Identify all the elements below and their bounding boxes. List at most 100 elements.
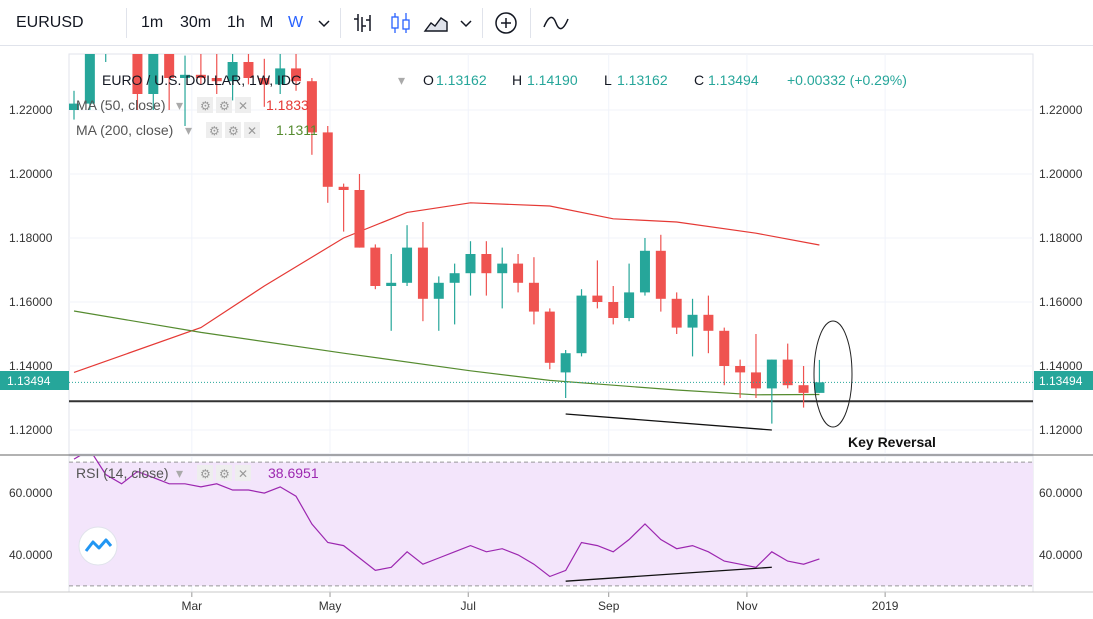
y-tick-label-right: 1.12000 <box>1039 423 1083 437</box>
ma50-dropdown-arrow[interactable]: ▾ <box>176 97 183 113</box>
price-tag: 1.13494 1.13494 <box>0 371 1093 390</box>
chart-area[interactable]: 1.12000 1.12000 1.14000 1.14000 1.16000 1.160… <box>0 46 1093 619</box>
rsi-tick-label-right: 60.0000 <box>1039 486 1083 500</box>
candle-body <box>227 62 238 82</box>
interval-month[interactable]: M <box>260 14 274 31</box>
ma50-line <box>73 202 820 373</box>
candle-body <box>211 78 222 82</box>
price-pane <box>68 46 1034 455</box>
candle-body <box>306 81 317 133</box>
rsi-remove-button[interactable] <box>235 465 251 481</box>
rsi-dropdown-arrow[interactable]: ▾ <box>176 465 183 481</box>
indicators-icon[interactable] <box>543 11 569 35</box>
symbol-search[interactable]: EURUSD <box>16 14 84 31</box>
ma200-line <box>73 310 820 396</box>
y-tick-label-left: 1.16000 <box>9 295 53 309</box>
toolbar-divider <box>340 8 341 38</box>
x-tick-label: Jul <box>461 599 476 613</box>
candle-body <box>322 132 333 187</box>
high-label: H <box>512 72 522 88</box>
candles-icon[interactable] <box>388 11 414 35</box>
candle-body <box>180 74 191 78</box>
y-tick-label-right: 1.20000 <box>1039 167 1083 181</box>
interval-1h[interactable]: 1h <box>227 14 245 31</box>
ma200-value: 1.1311 <box>276 122 318 138</box>
interval-30m[interactable]: 30m <box>180 14 212 31</box>
candle-body <box>576 295 587 354</box>
ma200-label: MA (200, close) <box>76 122 173 138</box>
candle-body <box>433 282 444 299</box>
ma50-format-button[interactable] <box>216 97 232 113</box>
toolbar-divider <box>482 8 483 38</box>
legend-title: EURO / U.S. DOLLAR, 1W, IDC <box>102 72 301 88</box>
chart-style-dropdown[interactable] <box>460 0 472 46</box>
x-tick-label: Mar <box>181 599 202 613</box>
x-tick-label: Sep <box>598 599 620 613</box>
ma50-settings-button[interactable] <box>197 97 213 113</box>
candle-body <box>750 372 761 389</box>
y-tick-label-left: 1.18000 <box>9 231 53 245</box>
candle-body <box>354 190 365 248</box>
ma50-remove-button[interactable] <box>235 97 251 113</box>
ma50-label: MA (50, close) <box>76 97 165 113</box>
candle-body <box>417 247 428 299</box>
interval-1m[interactable]: 1m <box>141 14 164 31</box>
open-value: 1.13162 <box>436 72 487 88</box>
candle-body <box>687 314 698 328</box>
add-compare-icon[interactable] <box>493 11 519 35</box>
candle-body <box>798 385 809 393</box>
bar-style-icon[interactable] <box>352 11 378 35</box>
high-value: 1.14190 <box>527 72 578 88</box>
rsi-tick-label-right: 40.0000 <box>1039 548 1083 562</box>
candle-body <box>735 366 746 373</box>
change-value: +0.00332 (+0.29%) <box>787 72 907 88</box>
candle-body <box>782 359 793 386</box>
low-label: L <box>604 72 612 88</box>
legend-dropdown-arrow[interactable]: ▾ <box>398 72 405 88</box>
candle-body <box>528 282 539 312</box>
candle-body <box>101 46 111 49</box>
toolbar: EURUSD 1m 30m 1h M W <box>0 0 1093 46</box>
tradingview-logo[interactable] <box>78 526 118 566</box>
candle-body <box>560 353 571 373</box>
rsi-band <box>69 462 1033 586</box>
rsi-tick-label-left: 60.0000 <box>9 486 53 500</box>
ma50-value: 1.1833 <box>266 97 309 113</box>
ma200-format-button[interactable] <box>225 122 241 138</box>
price-tag-left-text: 1.13494 <box>7 374 51 388</box>
candle-body <box>402 247 413 283</box>
ma200-controls: ⚙ ⚙ ✕ <box>206 122 260 138</box>
candle-body <box>195 74 206 78</box>
rsi-close-icon: ✕ <box>238 467 248 481</box>
candle-body <box>671 298 682 328</box>
price-tag-left <box>0 371 69 390</box>
rsi-controls: ⚙ ⚙ ✕ <box>197 465 251 481</box>
candle-body <box>132 54 143 94</box>
ma200-remove-button[interactable] <box>244 122 260 138</box>
candle-body <box>291 68 302 82</box>
candle-body <box>814 382 825 393</box>
x-tick-label: Nov <box>736 599 757 613</box>
area-icon[interactable] <box>423 11 449 35</box>
rsi-settings-icon: ⚙ <box>200 467 211 481</box>
price-trendline <box>565 413 772 431</box>
candle-body <box>703 314 714 331</box>
rsi-settings-button[interactable] <box>197 465 213 481</box>
low-value: 1.13162 <box>617 72 668 88</box>
ma200-dropdown-arrow[interactable]: ▾ <box>185 122 192 138</box>
interval-dropdown[interactable] <box>318 0 330 46</box>
candle-body <box>655 250 666 299</box>
candle-body <box>465 254 476 274</box>
interval-week[interactable]: W <box>288 14 304 31</box>
key-reversal-ellipse <box>813 320 853 428</box>
ma200-settings-button[interactable] <box>206 122 222 138</box>
rsi-line <box>73 456 820 578</box>
candle-body <box>164 54 175 78</box>
candle-body <box>386 282 397 286</box>
ma50-controls: ⚙ ⚙ ✕ <box>197 97 251 113</box>
annotation: Key Reversal <box>813 320 936 450</box>
rsi-format-icon: ⚙ <box>219 467 230 481</box>
ma50-format-icon: ⚙ <box>219 99 230 113</box>
rsi-format-button[interactable] <box>216 465 232 481</box>
candle-body <box>624 292 635 318</box>
